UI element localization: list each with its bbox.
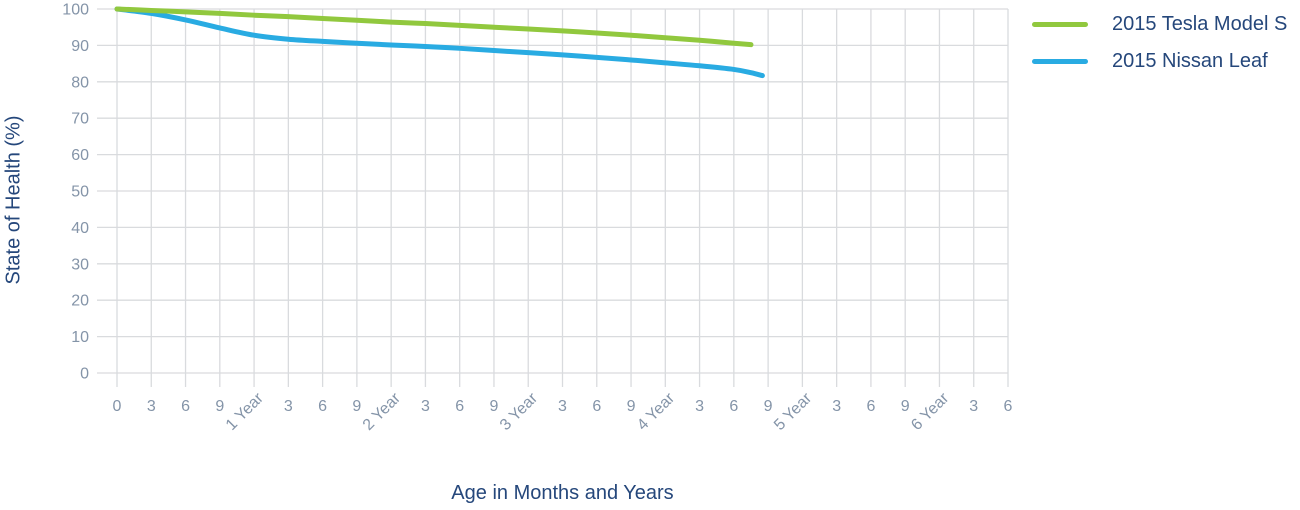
y-tick-label: 70 [71, 111, 89, 128]
x-axis-title: Age in Months and Years [451, 482, 674, 504]
y-tick-label: 40 [71, 220, 89, 237]
leaf-line-swatch [1032, 58, 1088, 64]
x-tick-label-year: 1 Year [223, 389, 268, 434]
legend-label-tesla: 2015 Tesla Model S [1112, 13, 1288, 35]
y-tick-label: 90 [71, 38, 89, 55]
x-tick-label-year: 3 Year [497, 389, 542, 434]
x-tick-label-year: 6 Year [908, 389, 953, 434]
x-tick-label: 9 [901, 398, 910, 415]
x-tick-label: 9 [215, 398, 224, 415]
x-tick-label: 3 [969, 398, 978, 415]
y-tick-label: 10 [71, 329, 89, 346]
legend-label-leaf: 2015 Nissan Leaf [1112, 50, 1268, 72]
series-line-2015-tesla-model-s[interactable] [114, 6, 754, 48]
x-tick-label: 0 [113, 398, 122, 415]
x-tick-label: 3 [558, 398, 567, 415]
legend: 2015 Tesla Model S 2015 Nissan Leaf [1032, 12, 1287, 73]
x-tick-label: 6 [1004, 398, 1013, 415]
y-tick-label: 60 [71, 147, 89, 164]
x-tick-label-year: 2 Year [360, 389, 405, 434]
x-tick-label: 6 [866, 398, 875, 415]
x-tick-label: 9 [627, 398, 636, 415]
tesla-line-swatch [1032, 21, 1088, 27]
x-tick-label: 6 [592, 398, 601, 415]
x-tick-label-year: 5 Year [771, 389, 816, 434]
x-tick-label: 3 [695, 398, 704, 415]
y-tick-label: 0 [80, 366, 89, 383]
x-tick-label: 6 [729, 398, 738, 415]
legend-item-tesla[interactable]: 2015 Tesla Model S [1032, 12, 1287, 36]
x-tick-label: 6 [181, 398, 190, 415]
legend-item-leaf[interactable]: 2015 Nissan Leaf [1032, 49, 1287, 73]
gridlines [97, 8, 1009, 387]
x-tick-label: 3 [421, 398, 430, 415]
x-tick-label: 3 [832, 398, 841, 415]
y-tick-label: 80 [71, 74, 89, 91]
y-tick-label: 30 [71, 256, 89, 273]
y-axis-title: State of Health (%) [2, 115, 25, 285]
x-tick-label: 6 [455, 398, 464, 415]
x-tick-label: 3 [284, 398, 293, 415]
x-tick-label: 9 [352, 398, 361, 415]
series-line-2015-nissan-leaf[interactable] [114, 6, 765, 79]
x-tick-label-year: 4 Year [634, 389, 679, 434]
y-tick-label: 100 [62, 2, 89, 19]
y-tick-label: 20 [71, 293, 89, 310]
x-tick-label: 6 [318, 398, 327, 415]
series-lines [114, 6, 765, 79]
x-tick-label: 3 [147, 398, 156, 415]
y-tick-label: 50 [71, 184, 89, 201]
x-tick-label: 9 [764, 398, 773, 415]
x-tick-label: 9 [490, 398, 499, 415]
